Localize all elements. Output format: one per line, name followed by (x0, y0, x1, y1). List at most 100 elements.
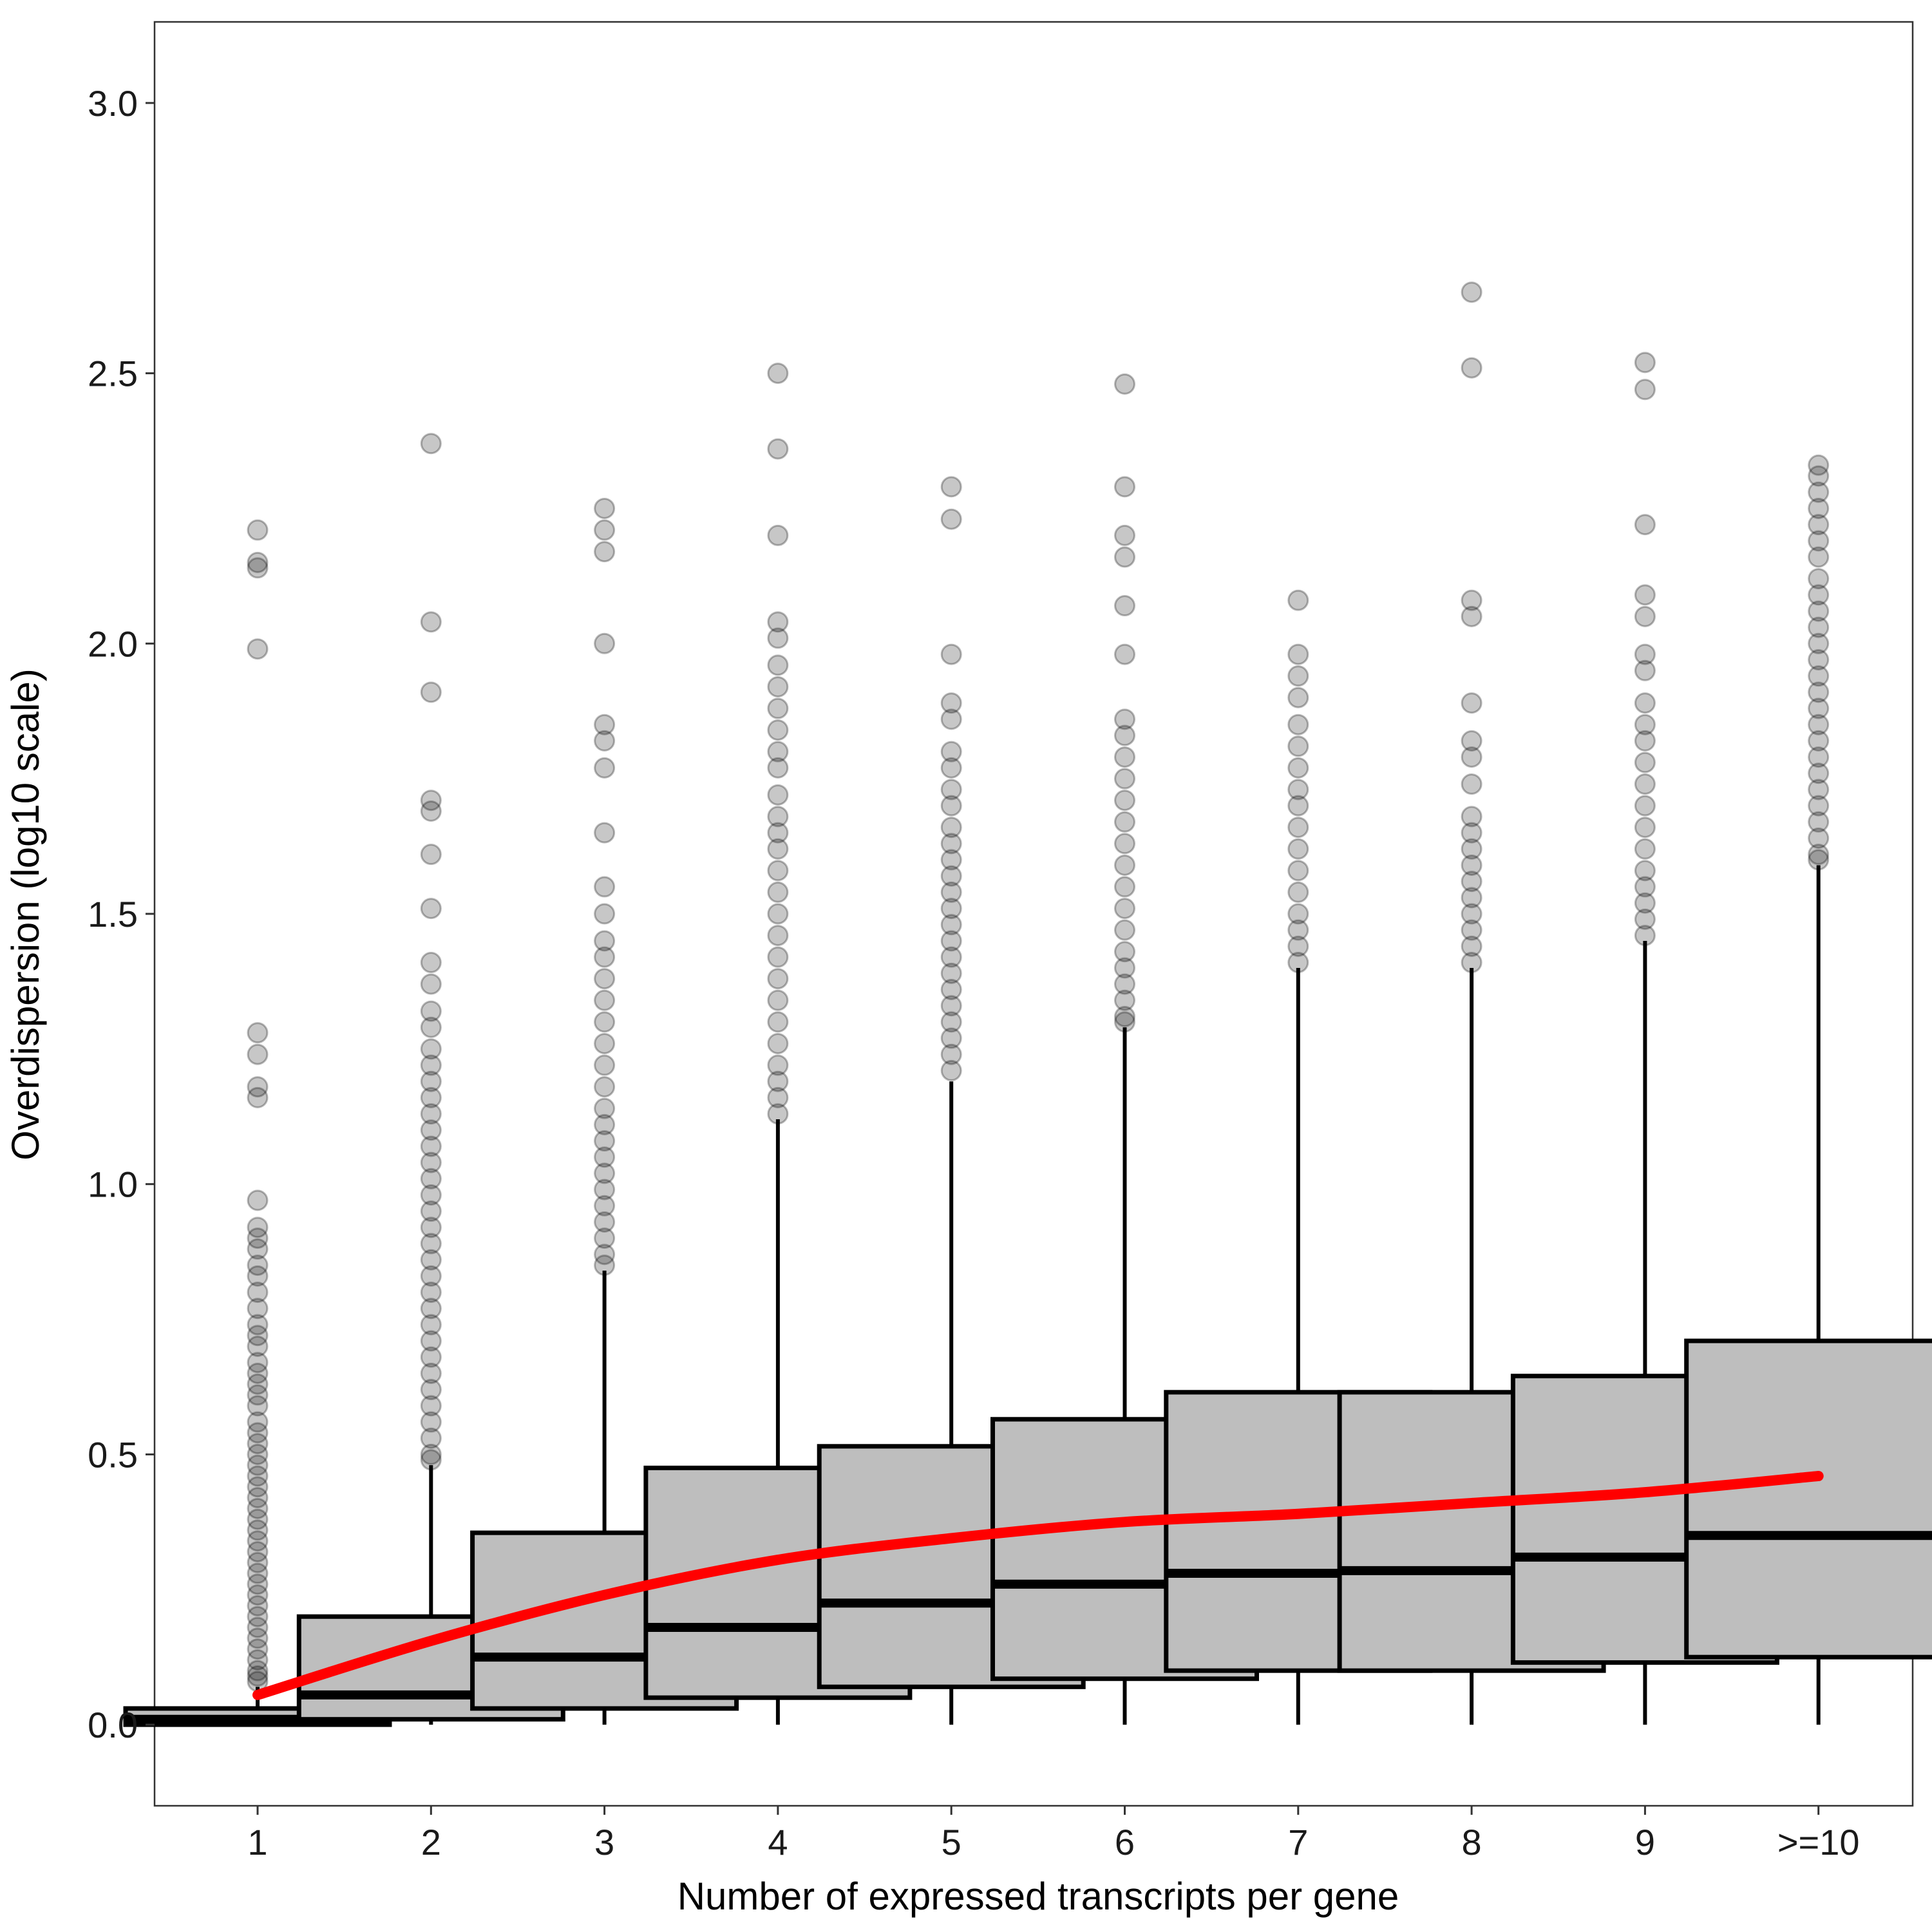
y-axis-title: Overdispersion (log10 scale) (4, 668, 47, 1160)
outlier-point (1114, 876, 1135, 898)
outlier-point (594, 1097, 616, 1119)
outlier-point (247, 1265, 269, 1287)
outlier-point (247, 519, 269, 541)
outlier-point (247, 1530, 269, 1552)
outlier-point (1287, 589, 1309, 611)
outlier-point (420, 1379, 442, 1401)
outlier-point (420, 1427, 442, 1449)
outlier-point (1634, 605, 1656, 627)
outlier-point (594, 1179, 616, 1200)
outlier-point (940, 692, 962, 714)
outlier-point (247, 1298, 269, 1320)
outlier-point (767, 757, 789, 779)
x-tick-label: 2 (421, 1822, 441, 1862)
x-tick-label: 7 (1288, 1822, 1308, 1862)
outlier-point (1808, 827, 1830, 849)
outlier-point (940, 914, 962, 936)
outlier-point (247, 1043, 269, 1065)
outlier-point (420, 1249, 442, 1271)
outlier-point (1634, 908, 1656, 930)
outlier-point (1808, 762, 1830, 784)
outlier-point (940, 1059, 962, 1081)
outlier-point (767, 1103, 789, 1125)
outlier-point (940, 1043, 962, 1065)
outlier-point (247, 557, 269, 579)
outlier-point (940, 817, 962, 838)
outlier-point (1808, 811, 1830, 833)
outlier-point (1634, 714, 1656, 735)
outlier-point (420, 1086, 442, 1108)
outlier-point (1808, 632, 1830, 654)
outlier-point (420, 1411, 442, 1433)
outlier-point (247, 1519, 269, 1541)
outlier-point (247, 1508, 269, 1530)
outlier-point (1287, 860, 1309, 882)
outlier-point (1287, 795, 1309, 817)
outlier-point (1287, 817, 1309, 838)
outlier-point (1114, 524, 1135, 546)
outlier-point (1114, 919, 1135, 941)
outlier-point (1287, 903, 1309, 925)
outlier-point (247, 1497, 269, 1519)
outlier-point (1808, 714, 1830, 735)
outlier-point (1808, 649, 1830, 670)
outlier-point (594, 541, 616, 563)
outlier-point (1634, 352, 1656, 374)
outlier-point (1634, 752, 1656, 773)
outlier-point (1287, 735, 1309, 757)
outlier-point (420, 611, 442, 633)
x-tick-label: 1 (247, 1822, 267, 1862)
outlier-point (940, 898, 962, 920)
outlier-point (940, 1011, 962, 1033)
outlier-point (420, 1200, 442, 1222)
outlier-point (1114, 811, 1135, 833)
y-tick-label: 3.0 (88, 83, 138, 124)
trend-layer (252, 1470, 1824, 1700)
outlier-point (1114, 1011, 1135, 1033)
outlier-point (767, 741, 789, 762)
outlier-point (1634, 817, 1656, 838)
outlier-point (420, 1449, 442, 1471)
outlier-point (1114, 476, 1135, 498)
boxes-layer (123, 1338, 1932, 1727)
outlier-point (1461, 952, 1482, 974)
outlier-point (1808, 465, 1830, 487)
outlier-point (1634, 659, 1656, 681)
outlier-point (767, 438, 789, 460)
outlier-point (420, 1330, 442, 1352)
outlier-point (940, 643, 962, 665)
outlier-point (247, 1649, 269, 1671)
outlier-point (1461, 871, 1482, 893)
outlier-point (767, 838, 789, 860)
outlier-point (247, 1595, 269, 1616)
outlier-point (247, 1411, 269, 1433)
outlier-point (420, 1119, 442, 1141)
outlier-point (594, 1211, 616, 1233)
outlier-point (594, 1146, 616, 1168)
outlier-point (1634, 643, 1656, 665)
outlier-point (767, 989, 789, 1011)
outlier-point (420, 800, 442, 822)
outlier-point (767, 1086, 789, 1108)
outlier-point (1808, 546, 1830, 568)
outlier-point (420, 1168, 442, 1189)
outlier-point (420, 1217, 442, 1238)
whiskers-layer (256, 865, 1821, 1725)
outlier-point (594, 730, 616, 752)
outlier-point (767, 946, 789, 968)
outlier-point (420, 681, 442, 703)
outlier-point (767, 627, 789, 649)
outlier-point (420, 1362, 442, 1384)
outlier-point (1114, 989, 1135, 1011)
outlier-point (1634, 892, 1656, 914)
outlier-point (247, 1638, 269, 1660)
outlier-point (940, 881, 962, 903)
outlier-point (1461, 854, 1482, 876)
outlier-point (1114, 746, 1135, 768)
outlier-point (247, 1362, 269, 1384)
outlier-point (767, 903, 789, 925)
outlier-point (767, 968, 789, 990)
outlier-point (247, 1217, 269, 1238)
outlier-point (767, 1032, 789, 1054)
